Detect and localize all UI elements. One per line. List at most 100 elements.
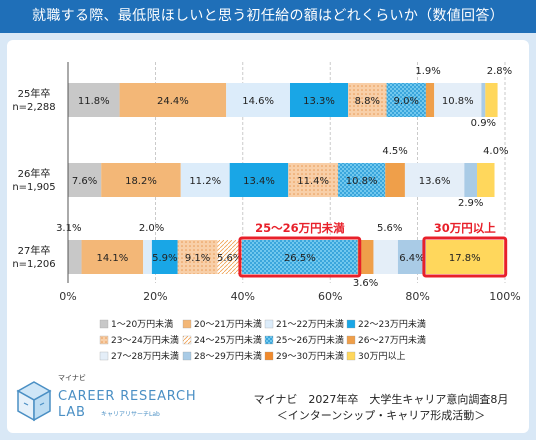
- bar-segment: [386, 83, 426, 117]
- title-bar: 就職する際、最低限ほしいと思う初任給の額はどれくらいか（数値回答）: [0, 0, 536, 33]
- legend-swatch: [264, 335, 274, 345]
- bar-segment: [68, 163, 102, 197]
- cube-logo-icon: [16, 381, 52, 422]
- category-n-label: n=1,905: [12, 182, 55, 193]
- legend-swatch: [264, 351, 274, 361]
- data-label: 4.5%: [382, 146, 407, 157]
- data-label: 13.4%: [243, 176, 275, 187]
- data-label: 9.0%: [394, 96, 419, 107]
- legend-label: 20～21万円未満: [194, 318, 262, 330]
- bar-segment: [348, 83, 387, 117]
- data-label: 18.2%: [125, 176, 157, 187]
- data-label: 14.6%: [242, 96, 274, 107]
- data-label: 11.8%: [78, 96, 110, 107]
- bar-segment: [397, 240, 426, 274]
- data-label: 5.9%: [152, 253, 177, 264]
- bar-segment: [357, 240, 374, 274]
- data-label: 14.1%: [96, 253, 128, 264]
- source-line-2: ＜インターンシップ・キャリア形成活動＞: [276, 409, 486, 422]
- legend-label: 22～23万円未満: [358, 318, 426, 330]
- x-tick-label: 80%: [405, 290, 429, 303]
- data-label: 2.0%: [139, 223, 164, 234]
- bar-segment: [289, 83, 349, 117]
- bar-segment: [425, 83, 435, 117]
- category-label: 27年卒: [18, 244, 51, 257]
- bar-segment: [143, 240, 152, 274]
- legend-swatch: [346, 319, 356, 329]
- annotation-label: 25～26万円未満: [255, 221, 345, 235]
- bar-segment: [68, 83, 120, 117]
- x-tick-label: 100%: [489, 290, 520, 303]
- logo-lab-text: LAB: [58, 405, 86, 420]
- data-label: 11.4%: [297, 176, 329, 187]
- x-tick-label: 20%: [143, 290, 167, 303]
- bar-segment: [180, 163, 230, 197]
- legend-swatch: [99, 351, 109, 361]
- legend-label: 26～27万円未満: [358, 334, 426, 346]
- bar-segment: [101, 163, 181, 197]
- data-label: 2.8%: [487, 66, 512, 77]
- legend-swatch: [182, 319, 192, 329]
- annotation-label: 30万円以上: [434, 221, 497, 235]
- legend-swatch: [99, 319, 109, 329]
- category-label: 26年卒: [18, 167, 51, 180]
- highlight-box: [422, 236, 508, 278]
- category-n-label: n=1,206: [12, 259, 55, 270]
- data-label: 5.6%: [377, 223, 402, 234]
- logo-sub-text: キャリアリサーチLab: [101, 411, 160, 418]
- chart-title: 就職する際、最低限ほしいと思う初任給の額はどれくらいか（数値回答）: [32, 8, 504, 24]
- data-label: 1.9%: [415, 66, 440, 77]
- bar-segment: [226, 83, 290, 117]
- data-label: 26.5%: [284, 253, 316, 264]
- bar-segment: [81, 240, 144, 274]
- data-label: 24.4%: [157, 96, 189, 107]
- legend-swatch: [182, 335, 192, 345]
- bar-segment: [217, 240, 242, 274]
- bar-segment: [151, 240, 178, 274]
- legend-label: 23～24万円未満: [111, 334, 179, 346]
- bar-segment: [119, 83, 227, 117]
- bar-segment: [425, 240, 504, 274]
- data-label: 10.8%: [442, 96, 474, 107]
- legend-swatch: [346, 335, 356, 345]
- legend-label: 29～30万円未満: [276, 350, 344, 362]
- data-label: 6.4%: [399, 253, 424, 264]
- legend-swatch: [182, 351, 192, 361]
- career-research-lab-logo: マイナビ CAREER RESEARCH LAB キャリアリサーチLab: [14, 372, 214, 432]
- category-n-label: n=2,288: [12, 102, 55, 113]
- data-label: 9.1%: [185, 253, 210, 264]
- legend-label: 24～25万円未満: [194, 334, 262, 346]
- data-label: 4.0%: [483, 146, 508, 157]
- data-label: 3.6%: [353, 278, 378, 289]
- x-tick-label: 0%: [59, 290, 76, 303]
- bar-segment: [229, 163, 289, 197]
- data-label: 0.9%: [471, 118, 496, 129]
- legend-label: 25～26万円未満: [276, 334, 344, 346]
- data-label: 7.6%: [72, 176, 97, 187]
- data-label: 10.8%: [346, 176, 378, 187]
- category-label: 25年卒: [18, 87, 51, 100]
- bar-segment: [385, 163, 405, 197]
- legend-label: 27～28万円未満: [111, 350, 179, 362]
- legend-label: 30万円以上: [358, 351, 405, 362]
- data-label: 13.6%: [419, 176, 451, 187]
- logo-brand-small: マイナビ: [58, 374, 86, 382]
- bar-segment: [464, 163, 478, 197]
- data-label: 3.1%: [56, 223, 81, 234]
- legend-label: 21～22万円未満: [276, 318, 344, 330]
- bar-segment: [477, 163, 495, 197]
- bar-segment: [485, 83, 498, 117]
- data-label: 13.3%: [303, 96, 335, 107]
- bar-segment: [177, 240, 218, 274]
- legend-swatch: [99, 335, 109, 345]
- source-line-1: マイナビ 2027年卒 大学生キャリア意向調査8月: [253, 393, 509, 406]
- data-label: 11.2%: [189, 176, 221, 187]
- data-label: 2.9%: [458, 198, 483, 209]
- logo-main-text: CAREER RESEARCH: [58, 389, 197, 404]
- bar-segment: [68, 240, 82, 274]
- source-note: マイナビ 2027年卒 大学生キャリア意向調査8月 ＜インターンシップ・キャリア…: [236, 392, 526, 424]
- data-label: 5.6%: [217, 253, 242, 264]
- bar-segment: [338, 163, 386, 197]
- highlight-box: [238, 236, 362, 278]
